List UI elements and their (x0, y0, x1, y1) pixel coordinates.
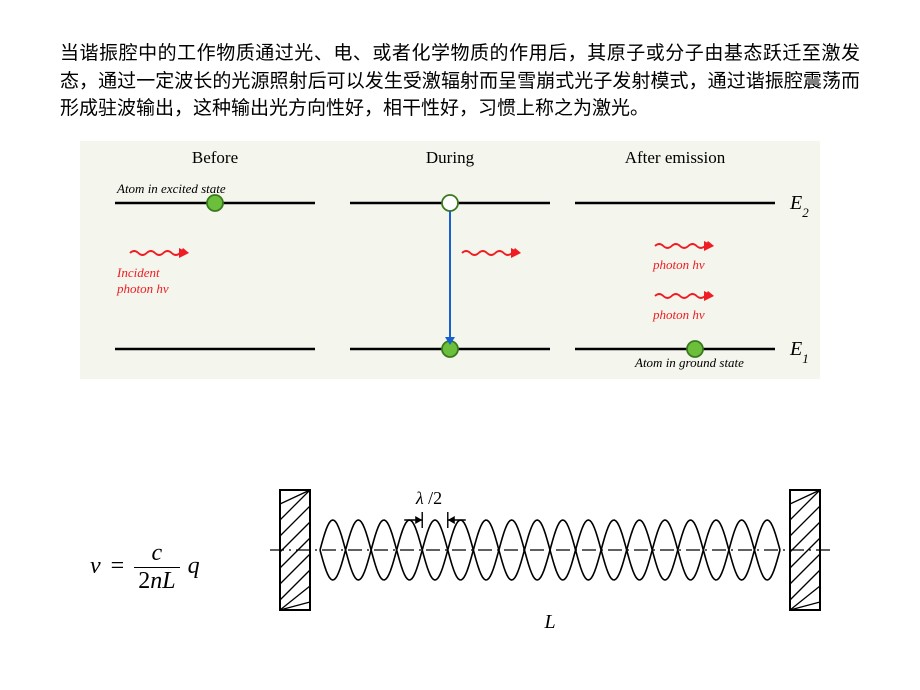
emission-diagram: BeforeDuringAfter emissionE2E1Atom in ex… (80, 141, 820, 381)
intro-paragraph: 当谐振腔中的工作物质通过光、电、或者化学物质的作用后，其原子或分子由基态跃迁至激… (60, 40, 860, 123)
svg-text:During: During (426, 148, 475, 167)
cavity-diagram: λ /2 L (270, 460, 830, 660)
formula-fraction: c 2nL (134, 540, 179, 595)
svg-text:λ /2: λ /2 (415, 488, 442, 508)
formula-q: q (186, 553, 200, 579)
svg-text:Before: Before (192, 148, 238, 167)
svg-text:photon hv: photon hv (652, 257, 705, 272)
svg-text:L: L (543, 611, 555, 633)
svg-text:Atom in ground state: Atom in ground state (634, 355, 744, 370)
formula-denominator: 2nL (134, 568, 179, 595)
formula-nu: ν (90, 553, 101, 579)
svg-text:photon hv: photon hv (652, 307, 705, 322)
formula-numerator: c (134, 540, 179, 568)
svg-text:Atom in excited state: Atom in excited state (116, 181, 226, 196)
formula-eq: = (107, 553, 129, 579)
svg-text:Incident: Incident (116, 265, 160, 280)
formula: ν = c 2nL q (90, 540, 200, 595)
svg-text:After emission: After emission (625, 148, 726, 167)
svg-text:photon hv: photon hv (116, 281, 169, 296)
